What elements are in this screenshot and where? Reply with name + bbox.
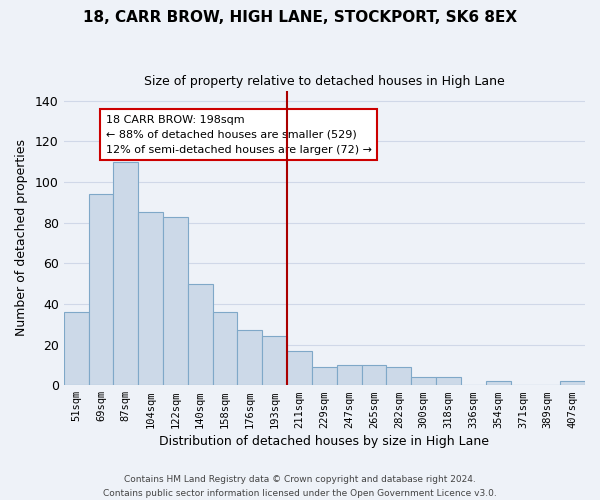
Bar: [64, 312, 89, 385]
Bar: [436, 377, 461, 385]
Text: 18 CARR BROW: 198sqm
← 88% of detached houses are smaller (529)
12% of semi-deta: 18 CARR BROW: 198sqm ← 88% of detached h…: [106, 115, 372, 154]
Bar: [238, 330, 262, 385]
Bar: [312, 367, 337, 385]
Title: Size of property relative to detached houses in High Lane: Size of property relative to detached ho…: [144, 75, 505, 88]
Bar: [188, 284, 212, 385]
Bar: [560, 381, 585, 385]
Bar: [262, 336, 287, 385]
Bar: [89, 194, 113, 385]
Bar: [386, 367, 411, 385]
Bar: [163, 216, 188, 385]
X-axis label: Distribution of detached houses by size in High Lane: Distribution of detached houses by size …: [160, 434, 490, 448]
Bar: [362, 365, 386, 385]
Bar: [486, 381, 511, 385]
Text: Contains HM Land Registry data © Crown copyright and database right 2024.
Contai: Contains HM Land Registry data © Crown c…: [103, 476, 497, 498]
Bar: [138, 212, 163, 385]
Text: 18, CARR BROW, HIGH LANE, STOCKPORT, SK6 8EX: 18, CARR BROW, HIGH LANE, STOCKPORT, SK6…: [83, 10, 517, 25]
Bar: [287, 350, 312, 385]
Bar: [113, 162, 138, 385]
Bar: [212, 312, 238, 385]
Bar: [337, 365, 362, 385]
Y-axis label: Number of detached properties: Number of detached properties: [15, 140, 28, 336]
Bar: [411, 377, 436, 385]
